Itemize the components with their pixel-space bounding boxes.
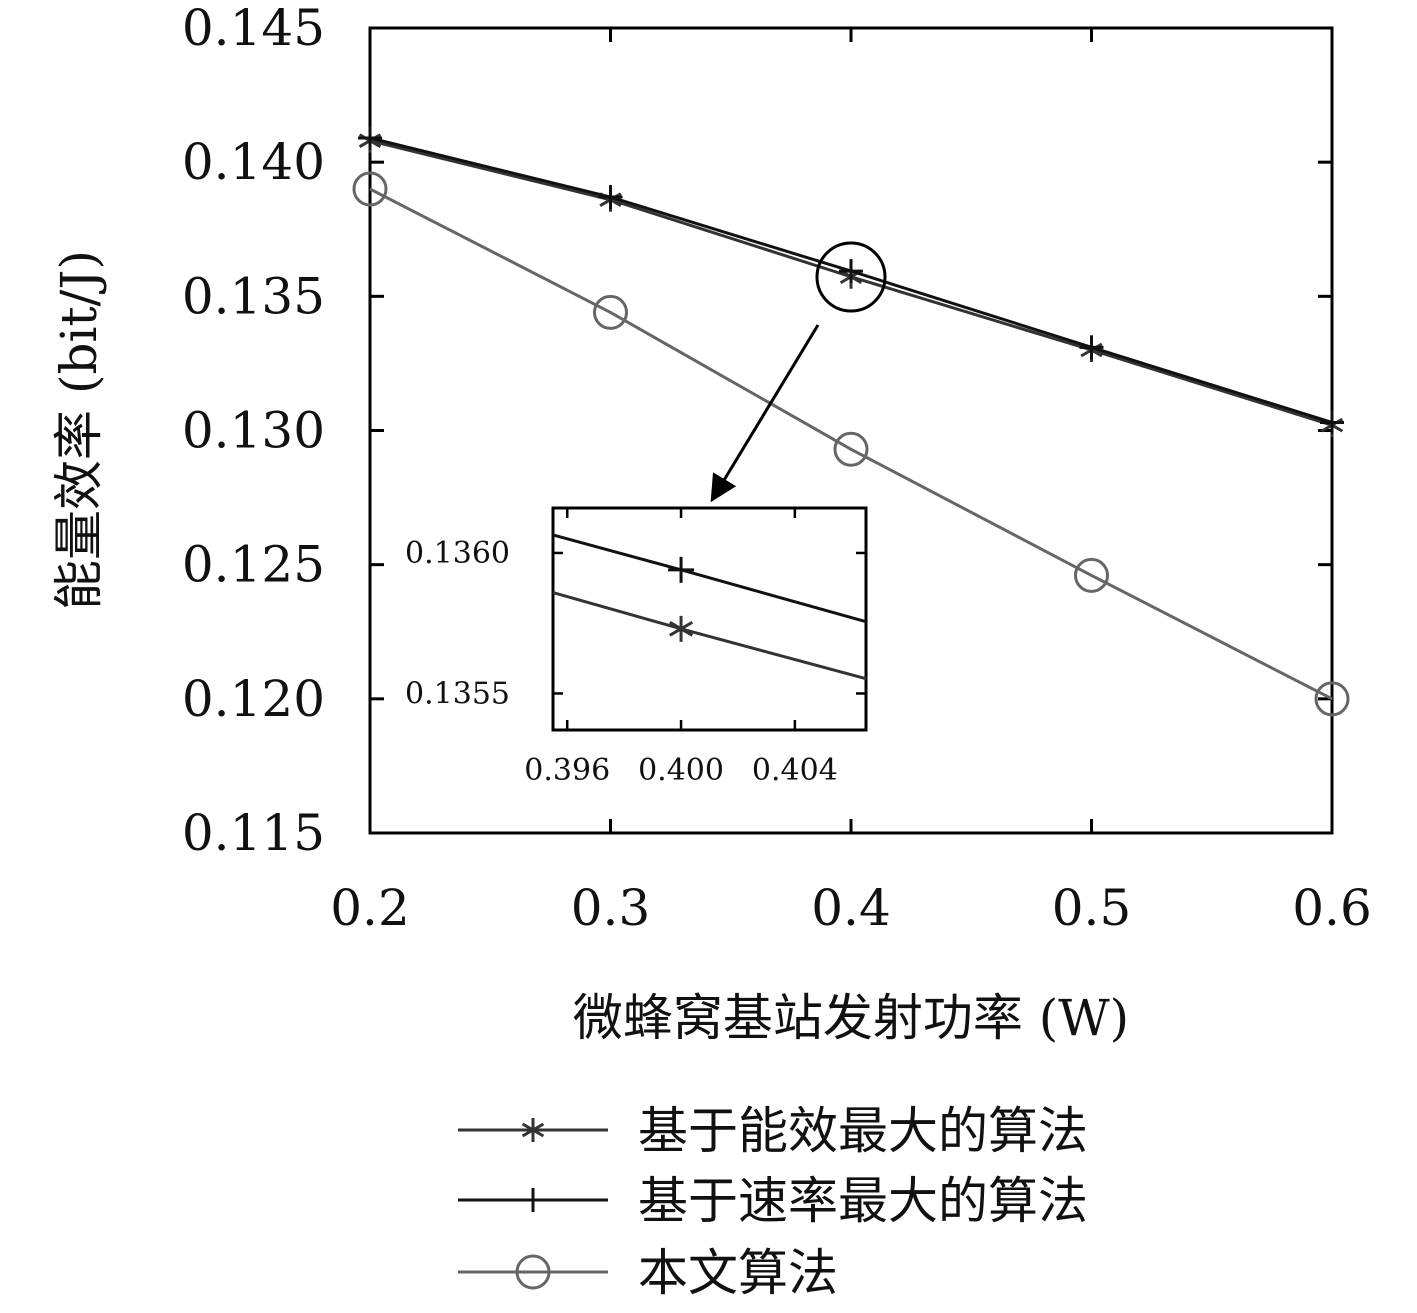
series-marker-circle (352, 171, 388, 207)
inset-axis-ticks: 0.396 0.400 0.404 0.1355 0.1360 (405, 508, 866, 788)
zoom-circle (815, 241, 887, 313)
legend-circle-marker (515, 1254, 551, 1290)
legend: 基于能效最大的算法 基于速率最大的算法 本文算法 (458, 1102, 1088, 1302)
series-marker-asterisk (669, 615, 694, 642)
y-tick-label: 0.115 (182, 804, 325, 862)
series-marker-circle (1314, 681, 1350, 717)
main-axis-ticks: 0.2 0.3 0.4 0.5 0.6 0.115 0.120 0.125 0.130 0.135… (182, 0, 1372, 937)
legend-asterisk-marker (521, 1118, 545, 1142)
circle-mark (1074, 557, 1109, 593)
main-plot-area: 0.2 0.3 0.4 0.5 0.6 0.115 0.120 0.125 0.130 0.135… (182, 0, 1372, 937)
series-marker-plus (668, 556, 695, 583)
series-marker-circle (593, 294, 628, 330)
series-marker-plus (1079, 335, 1104, 360)
inset-y-tick-label: 0.1355 (405, 676, 510, 711)
inset-x-tick-label: 0.400 (638, 753, 724, 788)
x-tick-label: 0.3 (571, 879, 651, 937)
legend-label: 基于能效最大的算法 (638, 1102, 1088, 1160)
series-marker-plus (521, 1188, 545, 1212)
x-tick-label: 0.5 (1052, 879, 1132, 937)
series-line (369, 187, 1333, 701)
inset-plot-area: 0.396 0.400 0.404 0.1355 0.1360 (405, 506, 868, 788)
zoom-arrow (710, 324, 820, 503)
inset-series-plus (552, 533, 867, 624)
legend-item-rate-max: 基于速率最大的算法 (458, 1172, 1088, 1230)
circle-mark (515, 1254, 551, 1290)
main-series-group (352, 126, 1350, 717)
y-axis-label: 能量效率 (bit/J) (50, 250, 108, 610)
y-tick-label: 0.130 (182, 402, 325, 460)
circle-mark (593, 294, 628, 330)
y-tick-label: 0.145 (182, 0, 325, 57)
series-marker-circle (515, 1254, 551, 1290)
inset-y-tick-label: 0.1360 (405, 536, 510, 571)
inset-x-tick-label: 0.404 (752, 753, 838, 788)
x-axis-label: 微蜂窝基站发射功率 (W) (573, 989, 1129, 1047)
asterisk-stroke (521, 1122, 545, 1138)
series-marker-plus (598, 185, 623, 210)
y-tick-label: 0.140 (182, 133, 325, 191)
y-tick-label: 0.120 (182, 670, 325, 728)
circle-mark (833, 431, 869, 467)
circle-mark (1314, 681, 1350, 717)
inset-series-asterisk (552, 591, 867, 681)
y-tick-label: 0.125 (182, 536, 325, 594)
series-marker-circle (833, 431, 869, 467)
legend-item-proposed: 本文算法 (458, 1244, 838, 1302)
inset-plot-frame (551, 506, 868, 732)
x-tick-label: 0.6 (1292, 879, 1372, 937)
series-circle (352, 171, 1350, 717)
series-marker-plus (1320, 410, 1344, 435)
circle-mark (352, 171, 388, 207)
legend-plus-marker (521, 1188, 545, 1212)
x-tick-label: 0.2 (330, 879, 410, 937)
y-tick-label: 0.135 (182, 267, 325, 325)
inset-series-group (552, 533, 867, 681)
series-marker-circle (1074, 557, 1109, 593)
series-marker-plus (358, 126, 382, 151)
legend-label: 本文算法 (638, 1244, 838, 1302)
legend-item-energy-efficiency: 基于能效最大的算法 (458, 1102, 1088, 1160)
x-tick-label: 0.4 (811, 879, 891, 937)
series-marker-plus (839, 259, 863, 284)
legend-label: 基于速率最大的算法 (638, 1172, 1088, 1230)
series-marker-asterisk (521, 1118, 545, 1142)
series-plus (358, 126, 1344, 435)
inset-x-tick-label: 0.396 (524, 753, 610, 788)
asterisk-stroke (669, 621, 694, 637)
